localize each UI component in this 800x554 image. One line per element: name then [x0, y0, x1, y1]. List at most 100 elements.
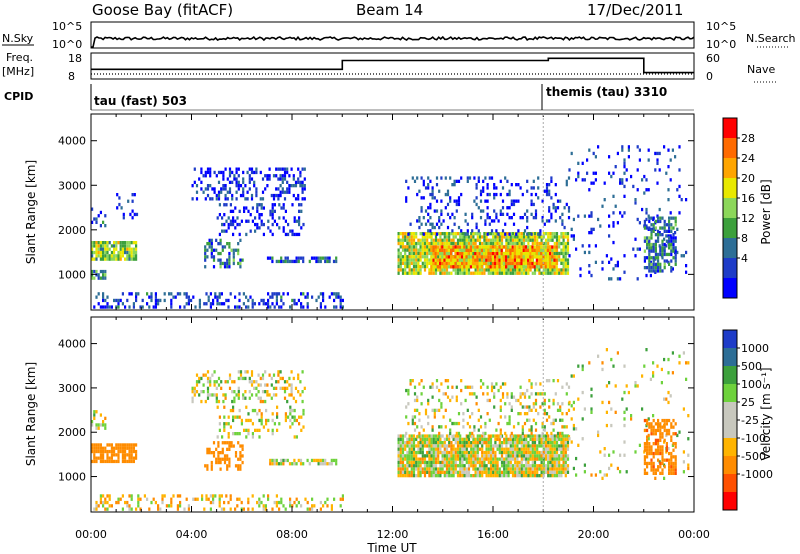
heatmap-cell: [464, 398, 467, 403]
heatmap-cell: [478, 268, 482, 272]
heatmap-cell: [540, 241, 543, 246]
heatmap-cell: [113, 250, 116, 255]
heatmap-cell: [135, 244, 138, 248]
heatmap-cell: [308, 259, 311, 264]
heatmap-cell: [544, 255, 547, 259]
heatmap-cell: [265, 422, 268, 426]
heatmap-cell: [121, 507, 124, 511]
heatmap-cell: [459, 460, 462, 465]
heatmap-cell: [441, 238, 444, 242]
heatmap-cell: [421, 460, 424, 465]
heatmap-cell: [496, 457, 499, 461]
heatmap-cell: [634, 237, 637, 241]
heatmap-cell: [224, 396, 227, 400]
heatmap-cell: [511, 265, 514, 269]
heatmap-cell: [512, 199, 516, 203]
heatmap-cell: [654, 219, 657, 224]
heatmap-cell: [458, 261, 461, 266]
heatmap-cell: [405, 405, 408, 409]
heatmap-cell: [494, 460, 497, 465]
heatmap-cell: [612, 194, 615, 198]
heatmap-cell: [130, 497, 133, 501]
heatmap-cell: [566, 261, 570, 265]
heatmap-cell: [217, 170, 221, 175]
heatmap-cell: [520, 238, 523, 242]
heatmap-cell: [207, 497, 210, 501]
heatmap-cell: [560, 467, 563, 471]
heatmap-cell: [132, 456, 135, 460]
heatmap-cell: [492, 467, 495, 471]
heatmap-cell: [407, 388, 410, 393]
heatmap-cell: [474, 255, 477, 259]
heatmap-cell: [647, 188, 650, 192]
heatmap-cell: [522, 271, 526, 275]
heatmap-cell: [204, 464, 207, 468]
heatmap-cell: [658, 244, 661, 248]
heatmap-cell: [276, 222, 279, 227]
heatmap-cell: [236, 504, 239, 508]
heatmap-cell: [237, 457, 240, 461]
heatmap-cell: [246, 170, 249, 175]
heatmap-cell: [283, 380, 287, 384]
heatmap-cell: [553, 474, 556, 478]
heatmap-cell: [110, 257, 113, 261]
heatmap-cell: [561, 212, 564, 216]
heatmap-cell: [568, 400, 571, 405]
heatmap-cell: [437, 457, 440, 461]
heatmap-cell: [581, 390, 584, 395]
heatmap-cell: [406, 450, 409, 455]
heatmap-cell: [97, 449, 100, 454]
heatmap-cell: [471, 385, 474, 389]
heatmap-cell: [239, 454, 242, 458]
heatmap-cell: [417, 271, 420, 275]
heatmap-cell: [121, 247, 124, 251]
heatmap-cell: [549, 447, 552, 451]
heatmap-cell: [678, 145, 681, 149]
heatmap-cell: [246, 370, 249, 374]
heatmap-cell: [102, 449, 105, 454]
heatmap-cell: [247, 219, 250, 223]
heatmap-cell: [492, 464, 495, 468]
heatmap-cell: [572, 374, 575, 378]
heatmap-cell: [459, 454, 462, 458]
heatmap-cell: [659, 465, 662, 469]
heatmap-cell: [529, 457, 532, 461]
heatmap-cell: [415, 241, 418, 246]
heatmap-cell: [461, 238, 464, 242]
heatmap-cell: [549, 238, 552, 242]
heatmap-cell: [479, 385, 483, 389]
heatmap-cell: [212, 500, 215, 505]
heatmap-cell: [269, 305, 272, 309]
heatmap-cell: [480, 261, 483, 266]
heatmap-cell: [310, 458, 314, 463]
heatmap-cell: [531, 241, 534, 246]
heatmap-cell: [465, 470, 468, 474]
heatmap-cell: [678, 184, 681, 189]
heatmap-cell: [498, 444, 501, 448]
heatmap-cell: [549, 232, 552, 236]
heatmap-cell: [437, 447, 440, 451]
heatmap-cell: [555, 271, 559, 275]
heatmap-cell: [448, 464, 451, 468]
heatmap-cell: [516, 255, 519, 259]
heatmap-cell: [665, 422, 668, 426]
heatmap-cell: [541, 402, 544, 406]
heatmap-cell: [460, 229, 463, 233]
heatmap-cell: [113, 449, 116, 454]
heatmap-cell: [472, 447, 475, 451]
heatmap-cell: [209, 494, 212, 498]
heatmap-cell: [293, 232, 296, 237]
heatmap-cell: [93, 453, 96, 457]
heatmap-cell: [687, 466, 690, 471]
heatmap-cell: [590, 231, 593, 235]
heatmap-cell: [463, 444, 466, 448]
heatmap-cell: [198, 376, 201, 381]
heatmap-cell: [183, 292, 186, 296]
heatmap-cell: [257, 390, 260, 394]
heatmap-cell: [474, 454, 477, 458]
heatmap-cell: [646, 445, 649, 449]
heatmap-cell: [179, 494, 182, 498]
heatmap-cell: [505, 245, 508, 249]
heatmap-cell: [566, 454, 570, 458]
heatmap-cell: [415, 437, 418, 441]
